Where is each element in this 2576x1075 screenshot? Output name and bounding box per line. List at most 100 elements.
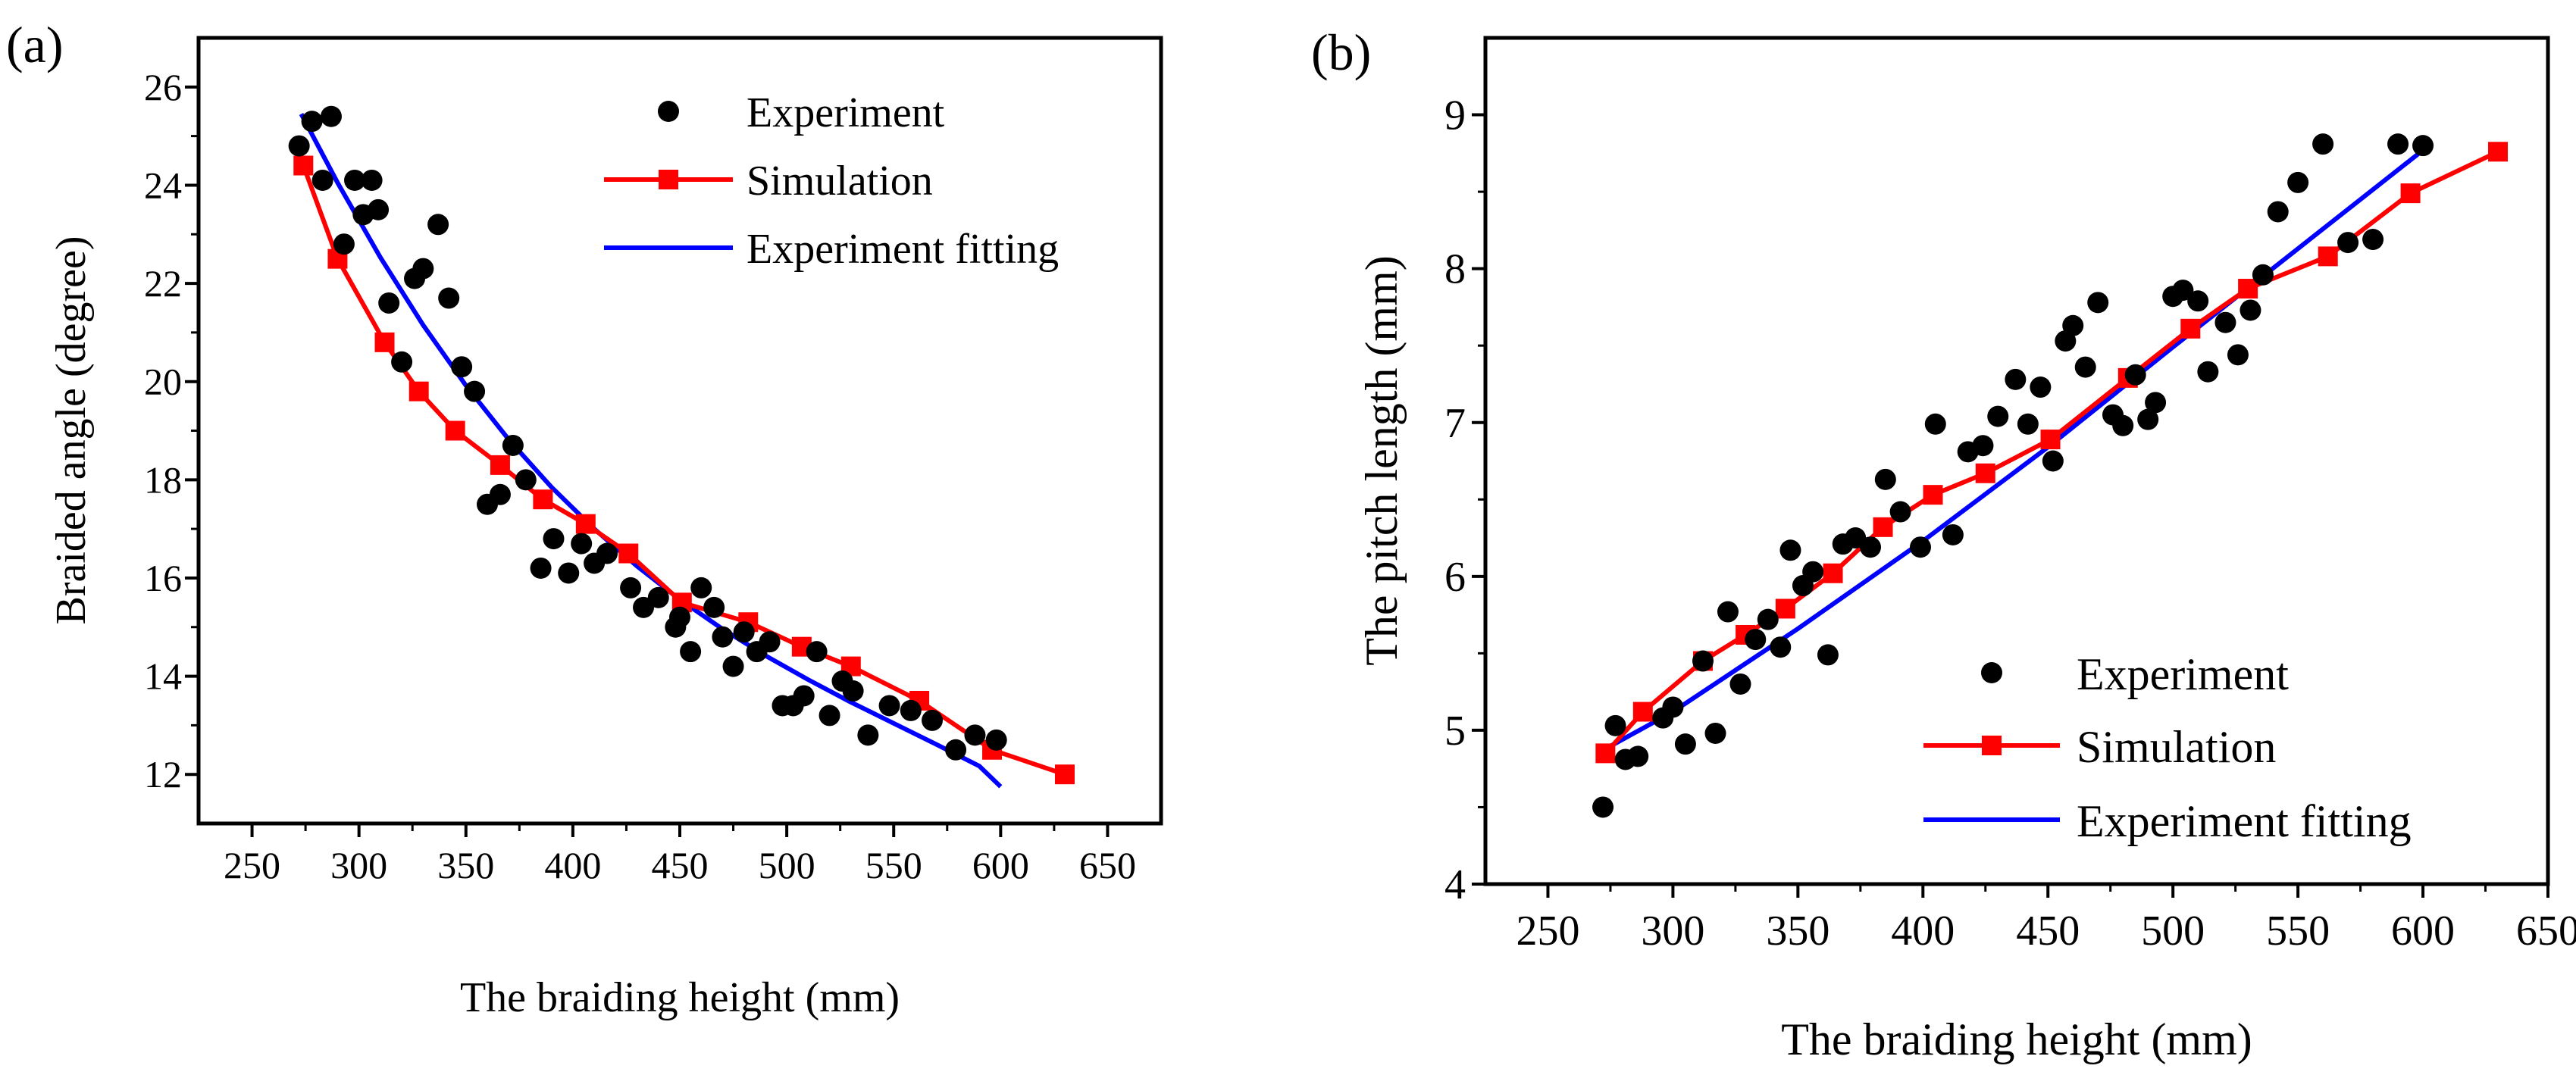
experiment-point — [680, 641, 702, 663]
experiment-point — [2017, 413, 2039, 435]
legend-a-simulation-label: Simulation — [747, 158, 933, 205]
y-tick-label: 5 — [1445, 708, 1466, 755]
y-tick-label: 9 — [1445, 92, 1466, 139]
experiment-point — [1604, 714, 1626, 736]
panel-a-legend: Experiment Simulation Experiment fitting — [604, 89, 1059, 273]
experiment-point — [558, 562, 580, 584]
experiment-point — [878, 695, 900, 717]
x-tick-label: 400 — [1891, 908, 1955, 955]
experiment-point — [1662, 696, 1684, 718]
x-tick-label: 400 — [544, 844, 601, 886]
simulation-marker — [2180, 318, 2201, 339]
experiment-point — [320, 105, 342, 127]
simulation-marker — [2238, 279, 2258, 299]
experiment-point — [2240, 299, 2261, 321]
experiment-point — [1942, 523, 1964, 545]
experiment-point — [842, 680, 864, 702]
experiment-point — [2412, 135, 2434, 157]
simulation-marker — [1873, 517, 1893, 537]
legend-a-experiment-marker — [658, 101, 679, 122]
experiment-point — [857, 724, 879, 746]
panel-a-experiment-series — [288, 105, 1007, 761]
experiment-point — [288, 135, 310, 157]
simulation-marker — [618, 543, 639, 564]
simulation-marker — [2400, 183, 2421, 204]
experiment-point — [515, 469, 537, 491]
experiment-point — [412, 258, 434, 280]
y-tick-label: 12 — [144, 753, 182, 795]
panel-b-x-axis-label: The braiding height (mm) — [1781, 1014, 2252, 1064]
experiment-point — [2267, 201, 2289, 223]
simulation-marker — [293, 155, 314, 176]
experiment-point — [1745, 629, 1767, 651]
y-tick-label: 8 — [1445, 246, 1466, 293]
experiment-point — [1674, 733, 1696, 755]
panel-a-x-axis-label: The braiding height (mm) — [460, 974, 900, 1021]
panel-b-x-tick-labels: 250 300 350 400 450 500 550 600 650 — [1516, 908, 2576, 955]
experiment-point — [2214, 311, 2236, 333]
experiment-point — [1592, 796, 1614, 818]
experiment-point — [964, 724, 986, 746]
simulation-line — [1604, 149, 2499, 755]
legend-b-simulation-marker — [1982, 736, 2002, 755]
experiment-point — [2005, 368, 2027, 390]
simulation-marker — [2318, 246, 2338, 267]
experiment-point — [2030, 377, 2052, 398]
experiment-point — [2172, 280, 2194, 302]
simulation-marker — [408, 381, 429, 402]
experiment-point — [620, 577, 642, 598]
panel-b-plot-frame — [1483, 36, 2550, 886]
experiment-point — [571, 533, 593, 555]
experiment-point — [1924, 413, 1946, 435]
panel-a-experiment-fitting-series — [299, 113, 1003, 789]
experiment-point — [2362, 229, 2384, 251]
experiment-point — [712, 626, 734, 648]
simulation-marker — [1975, 463, 1995, 483]
x-tick-label: 650 — [1079, 844, 1136, 886]
simulation-marker — [1055, 764, 1075, 785]
x-tick-label: 450 — [652, 844, 709, 886]
y-tick-label: 26 — [144, 66, 182, 108]
panel-a-y-axis-label: Braided angle (degree) — [48, 236, 95, 624]
y-tick-label: 24 — [144, 164, 182, 206]
simulation-marker — [533, 489, 553, 510]
experiment-point — [1717, 601, 1739, 623]
experiment-point — [2145, 392, 2167, 414]
experiment-point — [2137, 408, 2159, 430]
panel-b-x-axis-ticks — [1546, 884, 2549, 898]
experiment-point — [733, 621, 755, 643]
experiment-point — [818, 705, 840, 727]
experiment-point — [2312, 133, 2334, 155]
experiment-point — [489, 483, 511, 505]
x-tick-label: 450 — [2016, 908, 2080, 955]
x-tick-label: 600 — [972, 844, 1029, 886]
legend-b-fitting-label: Experiment fitting — [2077, 796, 2412, 846]
y-tick-label: 4 — [1445, 861, 1466, 908]
simulation-marker — [2488, 142, 2509, 162]
legend-b-simulation-label: Simulation — [2077, 722, 2276, 772]
experiment-point — [333, 233, 355, 255]
simulation-marker — [1775, 598, 1795, 619]
x-tick-label: 300 — [1641, 908, 1704, 955]
x-tick-label: 550 — [2266, 908, 2330, 955]
experiment-point — [759, 631, 781, 653]
fitting-line — [1601, 148, 2424, 752]
experiment-point — [2087, 292, 2109, 314]
experiment-point — [922, 709, 944, 731]
experiment-point — [690, 577, 712, 598]
experiment-point — [703, 596, 725, 618]
panel-b-y-axis-ticks — [1472, 113, 1485, 886]
panel-b-y-axis-label: The pitch length (mm) — [1357, 255, 1407, 666]
y-tick-label: 20 — [144, 361, 182, 403]
experiment-point — [543, 528, 565, 550]
experiment-point — [530, 557, 552, 579]
y-tick-label: 6 — [1445, 554, 1466, 601]
experiment-point — [2074, 356, 2096, 378]
experiment-point — [945, 739, 967, 761]
experiment-point — [2227, 344, 2249, 366]
panel-b: (b) 250 300 350 400 450 500 550 600 650 4 5 6 7 8 9 T… — [1311, 23, 2576, 1064]
panel-a: (a) 250 300 350 400 450 500 550 600 650 12 14 16 18… — [6, 16, 1163, 1021]
experiment-point — [2112, 414, 2134, 436]
experiment-point — [368, 198, 390, 220]
